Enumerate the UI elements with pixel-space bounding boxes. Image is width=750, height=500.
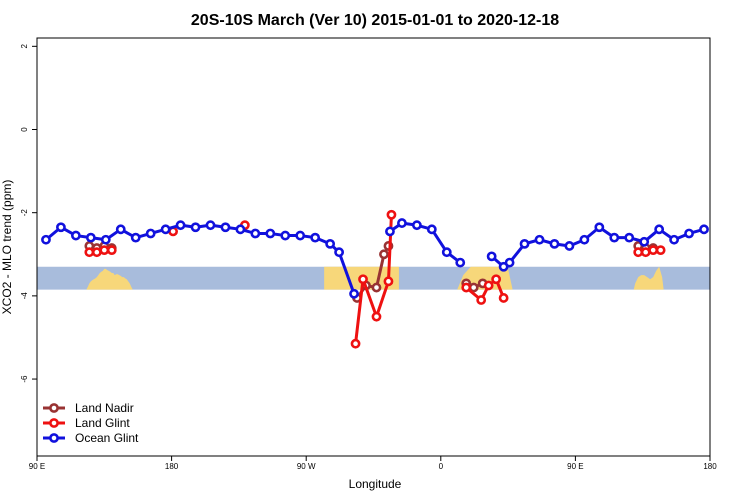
ocean-glint-point	[100, 234, 111, 245]
x-axis: 90 E 180 90 W 0 90 E 180	[29, 456, 717, 471]
ocean-glint-point	[190, 222, 201, 233]
ocean-glint-point	[411, 220, 422, 231]
land-glint-point	[99, 245, 110, 256]
x-tick-label: 180	[703, 462, 717, 471]
ocean-glint-point	[455, 257, 466, 268]
ocean-glint-point	[639, 236, 650, 247]
legend-label-ocean-glint: Ocean Glint	[75, 431, 139, 445]
ocean-glint-point	[70, 230, 81, 241]
ocean-glint-point	[265, 228, 276, 239]
ocean-glint-point	[41, 234, 51, 245]
ocean-glint-point	[130, 232, 141, 243]
y-tick-label: -6	[20, 375, 29, 383]
chart-title: 20S-10S March (Ver 10) 2015-01-01 to 202…	[191, 12, 559, 29]
land-mask-4	[633, 266, 664, 290]
ocean-glint-point	[115, 224, 126, 235]
ocean-glint-point	[325, 238, 336, 249]
ocean-glint-point	[486, 251, 497, 262]
y-tick-label: -4	[20, 292, 29, 300]
ocean-glint-point	[250, 228, 261, 239]
land-glint-point	[383, 276, 394, 287]
ocean-glint-point	[205, 220, 216, 231]
land-glint-point	[386, 209, 397, 220]
land-glint-point	[358, 274, 368, 285]
ocean-glint-point	[594, 222, 605, 233]
x-axis-label: Longitude	[349, 477, 402, 491]
ocean-glint-point	[609, 232, 620, 243]
land-glint-point	[350, 338, 361, 349]
x-tick-label: 90 W	[297, 462, 316, 471]
ocean-glint-point	[519, 238, 530, 249]
ocean-glint-point	[579, 234, 590, 245]
legend-label-land-glint: Land Glint	[75, 416, 130, 430]
plot-frame	[36, 37, 711, 457]
x-tick-label: 90 E	[29, 462, 45, 471]
y-tick-label: 0	[20, 127, 29, 132]
ocean-glint-point	[310, 232, 321, 243]
land-glint-point	[498, 293, 509, 303]
legend-marker-ocean-glint	[49, 433, 59, 443]
land-mask-1	[86, 268, 133, 290]
ocean-glint-point	[220, 222, 231, 233]
ocean-glint-point	[334, 247, 345, 258]
series-layer	[41, 209, 709, 349]
land-glint-point	[461, 282, 472, 293]
x-tick-label: 0	[439, 462, 444, 471]
ocean-glint-point	[349, 288, 359, 299]
ocean-glint-point	[441, 247, 452, 258]
y-axis: 2 0 -2 -4 -6	[20, 44, 37, 383]
ocean-glint-line	[389, 221, 462, 264]
land-nadir-point	[379, 249, 389, 260]
land-glint-point	[91, 247, 102, 258]
y-tick-label: -2	[20, 209, 29, 217]
land-glint-point	[106, 245, 117, 256]
ocean-glint-point	[504, 257, 515, 268]
ocean-glint-point	[699, 224, 709, 235]
land-glint-point	[84, 247, 95, 258]
ocean-glint-point	[85, 232, 96, 243]
land-glint-point	[648, 245, 659, 256]
ocean-glint-point	[654, 224, 665, 235]
land-glint-point	[476, 295, 487, 305]
ocean-glint-point	[397, 218, 407, 228]
ocean-glint-point	[235, 224, 246, 235]
ocean-glint-line	[490, 225, 705, 269]
x-tick-label: 90 E	[567, 462, 583, 471]
y-axis-label: XCO2 - MLO trend (ppm)	[0, 180, 14, 315]
legend-marker-land-glint	[49, 418, 59, 428]
legend-label-land-nadir: Land Nadir	[75, 401, 134, 415]
land-glint-point	[633, 247, 644, 258]
land-glint-point	[483, 280, 494, 291]
ocean-glint-point	[624, 232, 635, 243]
land-glint-point	[640, 247, 651, 258]
ocean-glint-point	[145, 228, 156, 239]
ocean-glint-point	[385, 226, 395, 237]
ocean-glint-point	[160, 224, 171, 235]
ocean-glint-point	[426, 224, 437, 235]
ocean-glint-point	[56, 222, 66, 233]
ocean-glint-line	[45, 223, 356, 295]
ocean-glint-point	[684, 228, 694, 239]
ocean-glint-point	[534, 234, 545, 245]
ocean-glint-point	[564, 241, 575, 251]
land-nadir-point	[371, 282, 382, 293]
x-tick-label: 180	[165, 462, 179, 471]
land-glint-point	[655, 245, 666, 256]
ocean-glint-point	[280, 230, 291, 241]
ocean-glint-point	[295, 230, 306, 241]
ocean-glint-point	[549, 238, 560, 249]
land-glint-point	[371, 311, 382, 322]
land-glint-point	[491, 274, 502, 285]
ocean-glint-point	[669, 234, 680, 245]
y-tick-label: 2	[20, 44, 29, 49]
legend-marker-land-nadir	[49, 403, 59, 413]
ocean-glint-point	[175, 220, 186, 231]
